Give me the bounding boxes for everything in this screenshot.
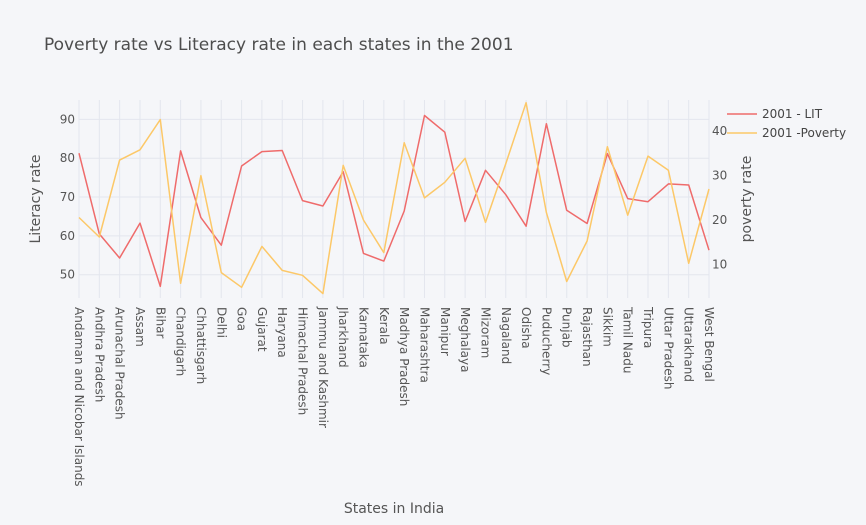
x-tick-label: Chandigarh (174, 307, 188, 376)
x-tick-label: Gujarat (255, 307, 269, 352)
y-left-tick-label: 60 (60, 229, 75, 243)
x-tick-label: Manipur (438, 307, 452, 356)
y-axis-right-title: poverty rate (739, 156, 755, 243)
series-line-2001-poverty (78, 101, 710, 295)
x-tick-label: Goa (235, 307, 249, 331)
x-tick-label: Meghalaya (458, 307, 472, 372)
y-left-tick-label: 90 (60, 112, 75, 126)
y-right-tick-label: 40 (712, 124, 727, 138)
y-left-tick-label: 50 (60, 268, 75, 282)
x-tick-label: Odisha (519, 307, 533, 349)
x-tick-label: Puducherry (539, 307, 553, 375)
x-tick-label: Uttarakhand (682, 307, 696, 382)
x-tick-label: Andaman and Nicobar Islands (72, 307, 86, 487)
x-tick-label: Madhya Pradesh (397, 307, 411, 406)
x-tick-label: Jharkhand (336, 306, 350, 368)
x-tick-label: West Bengal (702, 307, 716, 382)
x-tick-label: Chhattisgarh (194, 307, 208, 384)
x-tick-label: Haryana (275, 307, 289, 358)
x-tick-label: Mizoram (478, 307, 492, 358)
x-tick-label: Andhra Pradesh (92, 307, 106, 402)
x-tick-label: Tamil Nadu (621, 306, 635, 373)
x-tick-label: Tripura (641, 306, 655, 348)
series-lines (78, 101, 710, 295)
x-tick-label: Himachal Pradesh (296, 307, 310, 415)
x-tick-label: Nagaland (499, 307, 513, 364)
legend[interactable]: 2001 - LIT 2001 -Poverty (727, 107, 846, 140)
x-tick-label: Karnataka (357, 307, 371, 368)
x-tick-label: Jammu and Kashmir (316, 306, 330, 428)
x-tick-label: Maharashtra (417, 307, 431, 383)
y-left-tick-label: 70 (60, 190, 75, 204)
y-right-tick-label: 30 (712, 169, 727, 183)
x-tick-label: Sikkim (600, 307, 614, 347)
y-axis-left-title: Literacy rate (28, 155, 44, 244)
y-left-tick-label: 80 (60, 151, 75, 165)
x-tick-label: Assam (133, 307, 147, 347)
axis-ticks: Andaman and Nicobar Islands Andhra Prades… (60, 112, 728, 486)
x-tick-label: Uttar Pradesh (661, 307, 675, 389)
y-right-tick-label: 20 (712, 213, 727, 227)
x-tick-label: Kerala (377, 307, 391, 345)
chart-title: Poverty rate vs Literacy rate in each st… (44, 35, 514, 55)
x-tick-label: Arunachal Pradesh (113, 307, 127, 420)
x-tick-label: Delhi (214, 307, 228, 338)
x-tick-label: Rajasthan (580, 307, 594, 367)
y-right-tick-label: 10 (712, 258, 727, 272)
legend-label[interactable]: 2001 -Poverty (762, 126, 846, 140)
legend-label[interactable]: 2001 - LIT (762, 107, 823, 121)
x-tick-label: Bihar (153, 307, 167, 339)
x-tick-label: Punjab (560, 307, 574, 348)
x-axis-title: States in India (344, 501, 444, 517)
